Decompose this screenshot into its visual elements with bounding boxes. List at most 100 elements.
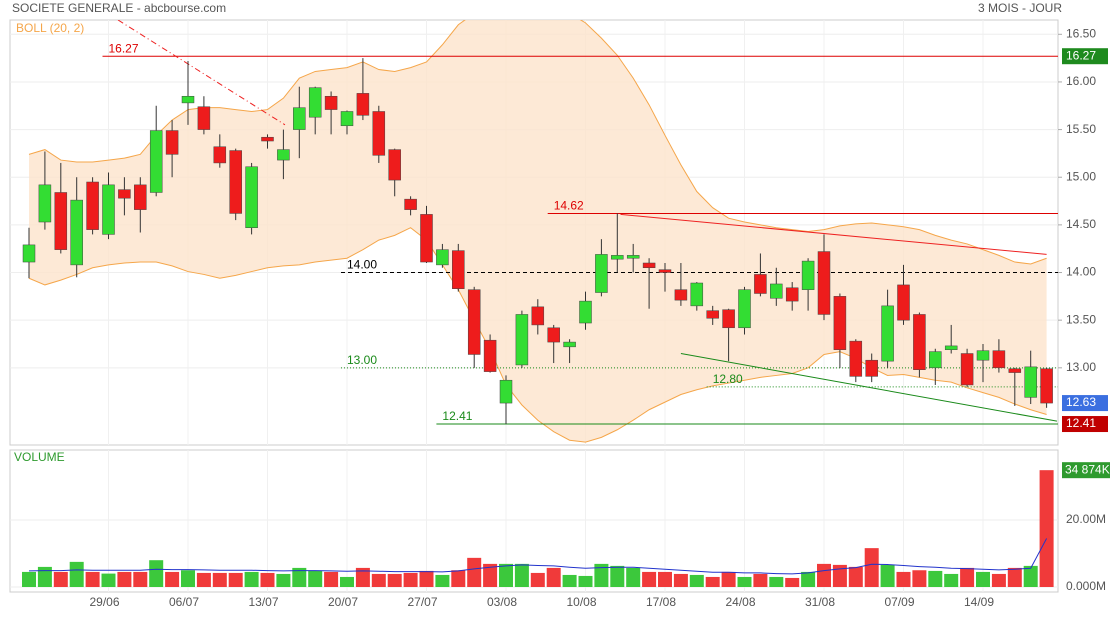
volume-bar: [467, 557, 482, 587]
value-label: 34 874K: [1065, 462, 1110, 476]
level-label: 12.41: [442, 409, 472, 423]
candle-body: [897, 284, 910, 321]
candle-body: [356, 93, 370, 116]
candle-body: [436, 249, 449, 266]
x-tick-label: 29/06: [89, 595, 119, 609]
volume-bar: [578, 575, 593, 587]
volume-bar: [976, 571, 990, 587]
candle-body: [944, 345, 958, 350]
volume-average: [28, 538, 1048, 575]
x-tick-label: 07/09: [884, 595, 914, 609]
candle-body: [483, 339, 497, 372]
y-tick-label: 0.000M: [1066, 579, 1106, 593]
volume-bar: [260, 572, 275, 587]
volume-bar: [673, 573, 688, 587]
candle-body: [372, 111, 386, 156]
x-tick-label: 10/08: [566, 595, 596, 609]
candle-body: [38, 184, 52, 223]
candle-body: [579, 300, 592, 324]
candle-body: [642, 262, 656, 269]
candle-body: [929, 351, 942, 369]
volume-bar: [212, 572, 227, 587]
volume-bar: [324, 571, 339, 587]
volume-bar: [292, 567, 307, 587]
volume-bar: [355, 567, 370, 587]
volume-bar: [1039, 470, 1054, 587]
volume-bar: [928, 570, 943, 587]
candle-body: [960, 353, 974, 386]
candle-body: [324, 95, 338, 110]
candle-body: [404, 198, 417, 210]
volume-bar: [801, 571, 816, 587]
candle-body: [499, 379, 513, 404]
volume-bar: [165, 571, 180, 587]
candle-body: [293, 107, 306, 130]
volume-bar: [721, 571, 736, 587]
x-tick-label: 20/07: [328, 595, 358, 609]
candle-body: [722, 309, 735, 329]
candle-body: [865, 359, 878, 377]
candle-body: [754, 274, 767, 294]
candle-body: [626, 255, 640, 259]
candle-body: [833, 296, 847, 350]
volume-bar: [196, 572, 211, 587]
candle-body: [467, 289, 481, 355]
candle-body: [611, 255, 624, 260]
candle-body: [515, 314, 529, 366]
volume-bar: [832, 564, 847, 587]
candle-body: [308, 87, 322, 118]
x-tick-label: 06/07: [169, 595, 199, 609]
y-tick-label: 13.50: [1066, 312, 1096, 326]
volume-bar: [610, 565, 625, 587]
volume-bar: [658, 571, 672, 587]
volume-bar: [737, 576, 752, 587]
candle-body: [658, 269, 672, 273]
bollinger-label: BOLL (20, 2): [16, 21, 84, 35]
x-tick-label: 24/08: [725, 595, 755, 609]
candle-body: [770, 283, 783, 299]
candle-body: [674, 289, 688, 301]
value-tag: [1062, 462, 1110, 479]
candle-body: [149, 130, 163, 193]
price-plot: [10, 20, 1058, 445]
volume-bar: [896, 571, 911, 587]
volume-bar: [991, 573, 1006, 587]
candle-body: [976, 350, 990, 361]
candle-body: [881, 305, 894, 362]
volume-bar: [530, 572, 545, 587]
volume-bar: [912, 570, 927, 587]
volume-bar: [960, 567, 975, 587]
volume-bar: [817, 563, 831, 587]
volume-bar: [117, 571, 132, 587]
volume-bar: [228, 572, 243, 587]
candle-body: [86, 181, 99, 230]
y-tick-label: 16.50: [1066, 26, 1096, 40]
volume-bar: [864, 548, 879, 587]
volume-bar: [848, 566, 863, 587]
volume-bar: [244, 571, 259, 587]
x-tick-label: 03/08: [487, 595, 517, 609]
volume-bar: [276, 573, 291, 587]
volume-bar: [1007, 567, 1022, 587]
price-tag: [1062, 395, 1108, 412]
y-tick-label: 15.50: [1066, 122, 1096, 136]
volume-bar: [944, 573, 959, 587]
volume-bar: [785, 577, 800, 587]
x-tick-label: 13/07: [248, 595, 278, 609]
volume-bar: [387, 573, 402, 587]
level-label: 12.80: [713, 372, 743, 386]
volume-bar: [419, 570, 434, 587]
candle-body: [340, 111, 354, 127]
volume-bar: [451, 570, 466, 587]
y-tick-label: 20.00M: [1066, 512, 1106, 526]
level-label: 14.00: [347, 258, 377, 272]
volume-bar: [769, 576, 784, 587]
volume-bar: [181, 570, 195, 587]
volume-bar: [101, 573, 116, 587]
x-tick-label: 17/08: [646, 595, 676, 609]
x-tick-label: 31/08: [805, 595, 835, 609]
candle-body: [261, 136, 274, 142]
volume-bar: [435, 574, 450, 587]
volume-panel: [9, 449, 1059, 593]
